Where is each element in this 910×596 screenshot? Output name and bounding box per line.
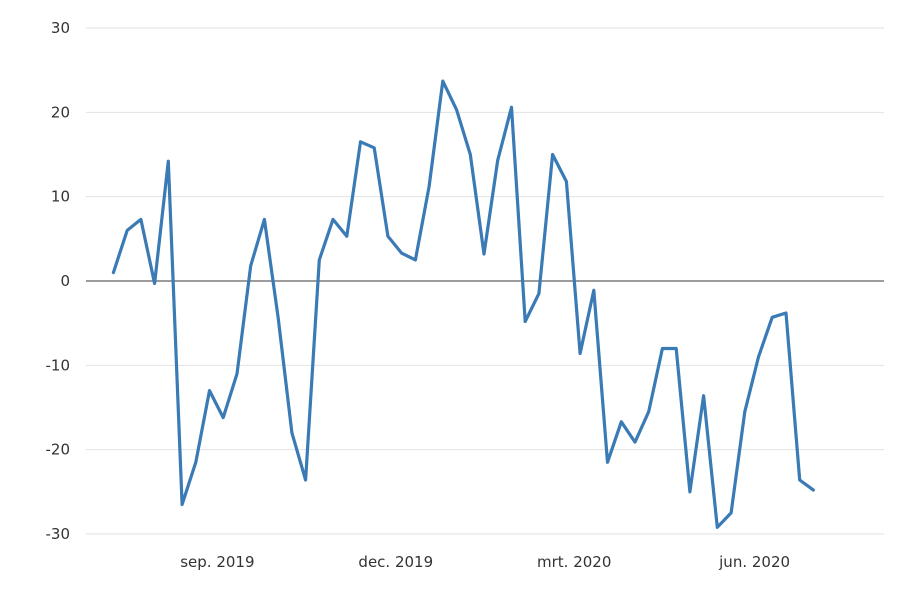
y-tick-label: -10: [46, 356, 71, 374]
y-tick-label: 0: [60, 272, 70, 290]
x-tick-label: jun. 2020: [718, 553, 790, 571]
y-tick-label: 10: [51, 188, 70, 206]
x-axis-tick-labels: sep. 2019 dec. 2019 mrt. 2020 jun. 2020: [180, 553, 790, 571]
y-tick-label: 20: [51, 103, 70, 121]
grid-lines: [86, 27, 884, 535]
y-tick-label: 30: [51, 19, 70, 37]
y-tick-label: -20: [46, 441, 71, 459]
x-tick-label: dec. 2019: [358, 553, 433, 571]
series-layer: [111, 79, 815, 529]
y-axis-tick-labels: 30 20 10 0 -10 -20 -30: [46, 19, 71, 543]
x-tick-label: sep. 2019: [180, 553, 254, 571]
x-tick-label: mrt. 2020: [537, 553, 611, 571]
y-tick-label: -30: [46, 525, 71, 543]
series-line: [111, 79, 815, 529]
